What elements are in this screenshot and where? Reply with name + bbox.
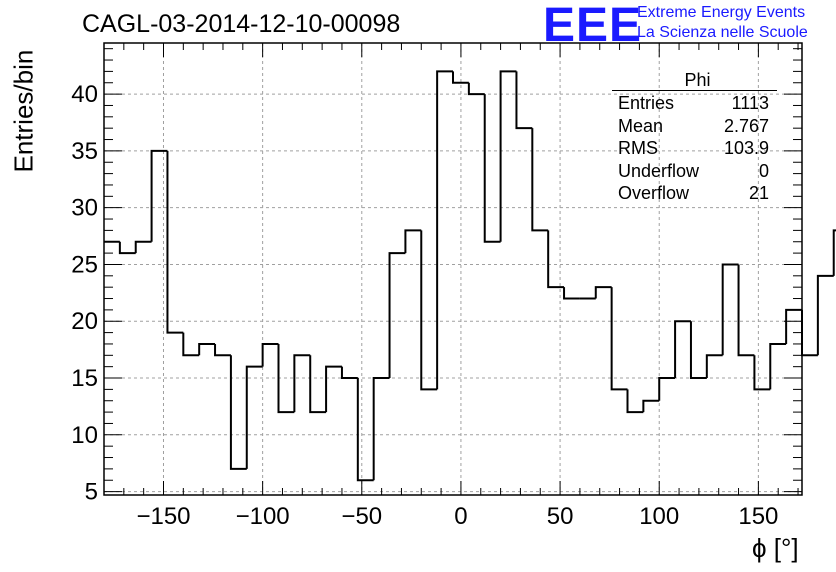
x-tick-label: −100 — [236, 503, 290, 530]
histogram-bin — [229, 355, 247, 470]
histogram-bin — [658, 377, 676, 401]
histogram-bin — [420, 230, 438, 391]
histogram-bin — [610, 287, 628, 391]
histogram-bin — [689, 321, 707, 380]
histogram-bin — [515, 71, 533, 130]
histogram-bin — [356, 378, 374, 482]
histogram-bin — [753, 355, 771, 391]
histogram-bin — [293, 354, 311, 413]
histogram-bin — [499, 70, 517, 242]
x-tick-label: 0 — [454, 503, 467, 530]
y-tick-label: 25 — [71, 251, 98, 278]
histogram-bin — [674, 320, 691, 379]
histogram-bin — [436, 70, 453, 390]
stats-value: 21 — [748, 183, 769, 203]
histogram-bin — [214, 343, 231, 357]
histogram-bin — [832, 229, 836, 276]
histogram-bin — [372, 377, 390, 481]
histogram-bin — [325, 365, 342, 413]
y-tick-label: 15 — [71, 365, 98, 392]
plot-frame — [103, 42, 803, 496]
stats-box: Phi Entries 1113 Mean 2.767 RMS 103.9 Un… — [612, 70, 777, 205]
x-tick-label: 50 — [547, 503, 574, 530]
histogram-bin — [626, 389, 644, 414]
histogram-bin — [166, 150, 184, 334]
stats-value: 103.9 — [723, 138, 769, 158]
histogram-bin — [277, 343, 295, 414]
stats-value: 2.767 — [723, 115, 769, 136]
histogram-bin — [531, 128, 549, 232]
histogram-bin — [483, 94, 501, 243]
logo-line-2: La Scienza nelle Scuole — [637, 24, 808, 41]
y-tick-label: 40 — [71, 81, 98, 108]
stats-row-mean: Mean 2.767 — [612, 115, 777, 138]
histogram-bin — [452, 71, 469, 84]
stats-label: Overflow — [618, 183, 690, 203]
x-tick-label: 150 — [738, 503, 778, 530]
stats-row-underflow: Underflow 0 — [612, 160, 777, 183]
histogram-bin — [785, 308, 802, 344]
histogram-bin — [721, 263, 739, 356]
histogram-bin — [816, 274, 834, 356]
histogram-bin — [118, 241, 136, 255]
eee-logo: EEE — [543, 0, 643, 52]
histogram-bin — [340, 366, 358, 380]
y-tick-label: 35 — [71, 138, 98, 165]
histogram-bin — [737, 264, 755, 357]
histogram-bin — [404, 229, 422, 254]
histogram-bin — [705, 354, 723, 379]
histogram-bin — [547, 230, 565, 289]
x-tick-label: −150 — [136, 503, 190, 530]
y-tick-label: 20 — [71, 308, 98, 335]
histogram-bin — [801, 309, 818, 357]
stats-label: Underflow — [618, 160, 700, 181]
logo-line-1: Extreme Energy Events — [637, 4, 806, 21]
stats-value: 0 — [758, 160, 769, 181]
y-tick-label: 5 — [85, 479, 98, 506]
stats-value: 1113 — [731, 93, 769, 113]
stats-divider — [612, 90, 777, 91]
histogram-bin — [134, 240, 152, 254]
histogram-bin — [388, 252, 406, 379]
stats-label: RMS — [618, 138, 658, 158]
histogram-bin — [182, 332, 200, 357]
histogram-bin — [150, 149, 168, 242]
stats-row-overflow: Overflow 21 — [612, 182, 777, 205]
histogram-bin — [198, 342, 216, 356]
stats-label: Mean — [618, 115, 664, 136]
histogram-bin — [769, 342, 787, 390]
histogram-bin — [467, 82, 485, 96]
histogram-bin — [309, 355, 327, 414]
histogram-bin — [594, 286, 612, 299]
stats-label: Entries — [618, 93, 675, 113]
histogram-bin — [261, 342, 279, 367]
histogram-bin — [245, 365, 263, 469]
histogram-bin — [563, 287, 580, 300]
chart-title: CAGL-03-2014-12-10-00098 — [82, 10, 401, 38]
x-tick-label: −50 — [341, 503, 382, 530]
y-tick-label: 10 — [71, 422, 98, 449]
x-axis-label: ϕ [°] — [752, 533, 799, 563]
stats-row-entries: Entries 1113 — [612, 92, 777, 115]
stats-row-rms: RMS 103.9 — [612, 137, 777, 160]
x-tick-label: 100 — [639, 503, 679, 530]
histogram-bin — [642, 399, 660, 413]
y-tick-label: 30 — [71, 195, 98, 222]
stats-name: Phi — [684, 70, 711, 90]
y-axis-label: Entries/bin — [8, 49, 39, 173]
